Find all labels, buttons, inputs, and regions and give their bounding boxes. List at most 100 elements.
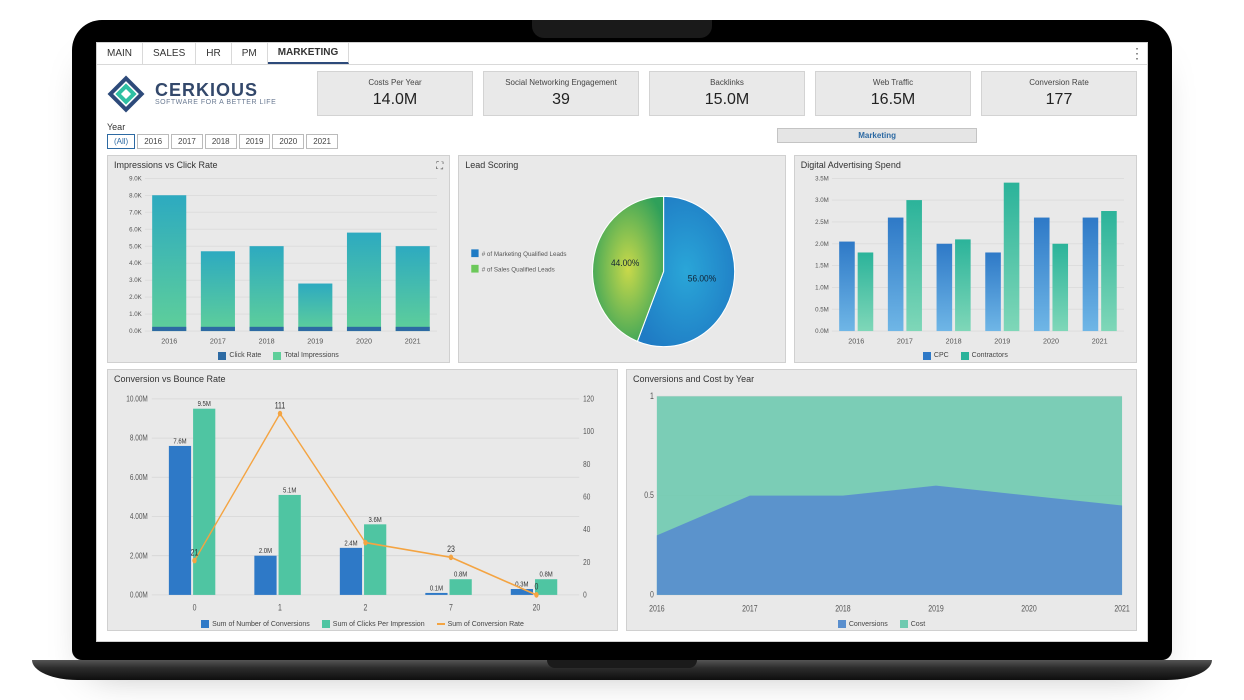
svg-text:40: 40 — [583, 524, 590, 534]
svg-text:2019: 2019 — [928, 604, 944, 614]
svg-text:0.5: 0.5 — [644, 490, 654, 500]
svg-text:2020: 2020 — [1021, 604, 1037, 614]
lead-scoring-chart[interactable]: 56.00%44.00%# of Marketing Qualified Lea… — [465, 172, 779, 360]
svg-text:6.0K: 6.0K — [129, 226, 143, 233]
svg-text:# of Marketing Qualified Leads: # of Marketing Qualified Leads — [482, 251, 567, 258]
kpi-card: Web Traffic 16.5M — [815, 71, 971, 116]
svg-text:0.0K: 0.0K — [129, 328, 143, 335]
kpi-value: 39 — [552, 91, 570, 109]
svg-text:80: 80 — [583, 459, 590, 469]
svg-text:1.5M: 1.5M — [815, 263, 829, 270]
panel-title: Conversion vs Bounce Rate — [114, 374, 611, 384]
conv-bounce-chart[interactable]: 0.00M2.00M4.00M6.00M8.00M10.00M020406080… — [114, 386, 611, 618]
tab-hr[interactable]: HR — [196, 43, 231, 64]
svg-text:5.0K: 5.0K — [129, 243, 143, 250]
year-option[interactable]: (All) — [107, 134, 135, 149]
svg-text:60: 60 — [583, 492, 590, 502]
legend-item: Sum of Clicks Per Impression — [322, 620, 425, 628]
svg-text:1.0K: 1.0K — [129, 311, 143, 318]
brand-tagline: SOFTWARE FOR A BETTER LIFE — [155, 99, 276, 106]
svg-text:2018: 2018 — [945, 337, 961, 346]
svg-text:0: 0 — [650, 590, 654, 600]
svg-text:4.00M: 4.00M — [130, 511, 148, 521]
svg-text:2018: 2018 — [835, 604, 851, 614]
svg-text:2017: 2017 — [897, 337, 913, 346]
segment-pill[interactable]: Marketing — [777, 128, 977, 143]
tab-pm[interactable]: PM — [232, 43, 268, 64]
panel-title: Impressions vs Click Rate — [114, 160, 218, 170]
kpi-value: 15.0M — [705, 91, 749, 109]
svg-text:2020: 2020 — [1043, 337, 1059, 346]
year-option[interactable]: 2021 — [306, 134, 338, 149]
svg-text:2017: 2017 — [210, 337, 226, 346]
tab-main[interactable]: MAIN — [97, 43, 143, 64]
kpi-card: Conversion Rate177 — [981, 71, 1137, 116]
panel-title: Conversions and Cost by Year — [633, 374, 1130, 384]
legend-item: Cost — [900, 620, 925, 628]
panel-title: Digital Advertising Spend — [801, 160, 1130, 170]
svg-text:120: 120 — [583, 394, 594, 404]
ad-spend-chart[interactable]: 0.0M0.5M1.0M1.5M2.0M2.5M3.0M3.5M20162017… — [801, 172, 1130, 350]
svg-text:2016: 2016 — [649, 604, 665, 614]
svg-text:0: 0 — [583, 590, 587, 600]
panel-impressions: Impressions vs Click Rate ⛶ 0.0K1.0K2.0K… — [107, 155, 450, 363]
svg-text:6.00M: 6.00M — [130, 472, 148, 482]
kpi-value: 16.5M — [871, 91, 915, 109]
svg-text:2.0M: 2.0M — [815, 241, 829, 248]
kpi-value: 14.0M — [373, 91, 417, 109]
year-option[interactable]: 2016 — [137, 134, 169, 149]
svg-text:2020: 2020 — [356, 337, 372, 346]
svg-text:4.0K: 4.0K — [129, 260, 143, 267]
svg-text:3.6M: 3.6M — [369, 516, 382, 524]
svg-text:2018: 2018 — [259, 337, 275, 346]
svg-text:7.0K: 7.0K — [129, 209, 143, 216]
conv-cost-chart[interactable]: 0 0.5 1 2016 2017 2018 2019 2020 2021 — [633, 386, 1130, 618]
brand-name: CERKIOUS — [155, 81, 276, 99]
screen-bezel: MAINSALESHRPMMARKETING ⋮ — [72, 20, 1172, 660]
svg-text:1: 1 — [650, 391, 654, 401]
svg-text:21: 21 — [191, 547, 199, 557]
year-option[interactable]: 2018 — [205, 134, 237, 149]
svg-text:2019: 2019 — [994, 337, 1010, 346]
svg-text:2: 2 — [364, 602, 368, 612]
svg-text:2021: 2021 — [1114, 604, 1130, 614]
laptop-frame: MAINSALESHRPMMARKETING ⋮ — [72, 20, 1172, 680]
svg-text:2.5M: 2.5M — [815, 219, 829, 226]
logo-icon — [107, 75, 145, 113]
svg-text:10.00M: 10.00M — [126, 394, 148, 404]
svg-text:0.1M: 0.1M — [430, 585, 443, 593]
legend-item: Click Rate — [218, 352, 261, 360]
svg-text:3.5M: 3.5M — [815, 175, 829, 182]
svg-text:2016: 2016 — [161, 337, 177, 346]
year-option[interactable]: 2017 — [171, 134, 203, 149]
year-option[interactable]: 2020 — [272, 134, 304, 149]
svg-text:# of Sales Qualified Leads: # of Sales Qualified Leads — [482, 266, 555, 273]
panel-lead-scoring: Lead Scoring 56.00%44.00%# of Marketing … — [458, 155, 786, 363]
year-option[interactable]: 2019 — [239, 134, 271, 149]
svg-text:0.8M: 0.8M — [454, 571, 467, 579]
kpi-value: 177 — [1046, 91, 1073, 109]
year-slicer: Year (All)201620172018201920202021 — [107, 122, 338, 149]
svg-text:5.1M: 5.1M — [283, 487, 296, 495]
svg-text:2.4M: 2.4M — [344, 540, 357, 548]
kpi-label: Web Traffic — [873, 78, 913, 87]
tab-marketing[interactable]: MARKETING — [268, 43, 350, 64]
focus-mode-icon[interactable]: ⛶ — [436, 161, 443, 172]
legend-item: CPC — [923, 352, 949, 360]
kpi-card: Costs Per Year 14.0M — [317, 71, 473, 116]
more-options-icon[interactable]: ⋮ — [1127, 43, 1147, 64]
kpi-label: Social Networking Engagement — [505, 78, 617, 87]
svg-text:2017: 2017 — [742, 604, 758, 614]
svg-text:1.0M: 1.0M — [815, 284, 829, 291]
kpi-label: Backlinks — [710, 78, 744, 87]
svg-text:0.3M: 0.3M — [515, 581, 528, 589]
tab-sales[interactable]: SALES — [143, 43, 196, 64]
svg-text:2.0M: 2.0M — [259, 547, 272, 555]
impressions-chart[interactable]: 0.0K1.0K2.0K3.0K4.0K5.0K6.0K7.0K8.0K9.0K… — [114, 172, 443, 350]
svg-text:7: 7 — [449, 602, 453, 612]
kpi-cards: Costs Per Year 14.0M Social Networking Eng… — [317, 71, 1137, 116]
svg-text:9.5M: 9.5M — [198, 400, 211, 408]
panel-title: Lead Scoring — [465, 160, 779, 170]
kpi-label: Costs Per Year — [368, 78, 421, 87]
svg-text:2019: 2019 — [307, 337, 323, 346]
